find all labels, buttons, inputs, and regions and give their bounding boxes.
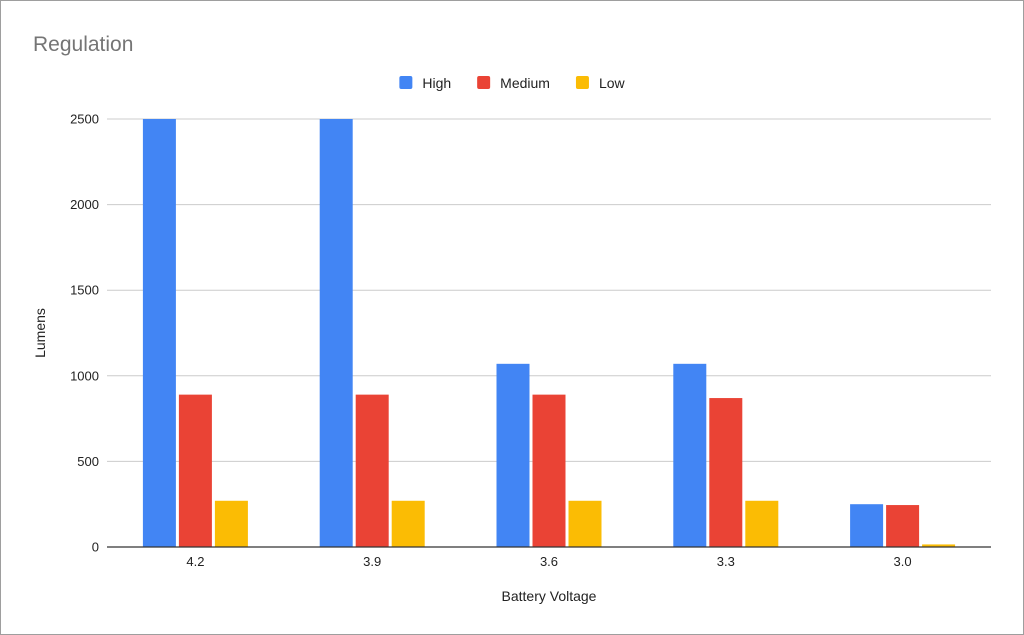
bars xyxy=(142,119,956,547)
y-tick-label: 2000 xyxy=(70,197,99,212)
gridlines xyxy=(107,118,991,462)
legend: High Medium Low xyxy=(399,75,626,91)
bar-low-3-3 xyxy=(745,500,779,547)
bar-high-3-3 xyxy=(673,363,707,547)
y-tick-label: 2500 xyxy=(70,112,99,127)
bar-low-3-9 xyxy=(391,500,425,547)
bar-low-4-2 xyxy=(214,500,248,547)
bar-medium-3-0 xyxy=(886,505,920,547)
bar-high-3-6 xyxy=(496,363,530,547)
x-tick-label: 4.2 xyxy=(186,554,204,569)
y-axis-ticks: 0 500 1000 1500 2000 2500 xyxy=(70,112,99,555)
chart-title: Regulation xyxy=(33,33,133,56)
x-axis-ticks: 4.2 3.9 3.6 3.3 3.0 xyxy=(186,554,911,569)
bar-medium-3-9 xyxy=(355,394,389,547)
legend-swatch xyxy=(575,76,589,89)
legend-swatch xyxy=(399,76,413,89)
legend-label: High xyxy=(422,75,451,91)
bar-medium-3-6 xyxy=(532,394,566,547)
legend-item-high: High xyxy=(399,75,451,91)
legend-label: Low xyxy=(599,75,626,91)
legend-label: Medium xyxy=(500,75,550,91)
bar-high-3-9 xyxy=(319,119,353,547)
y-tick-label: 1500 xyxy=(70,283,99,298)
bar-low-3-0 xyxy=(922,544,956,547)
y-tick-label: 0 xyxy=(92,540,99,555)
y-tick-label: 1000 xyxy=(70,368,99,383)
x-tick-label: 3.0 xyxy=(894,554,912,569)
bar-medium-3-3 xyxy=(709,398,743,547)
bar-low-3-6 xyxy=(568,500,602,547)
x-tick-label: 3.9 xyxy=(363,554,381,569)
x-tick-label: 3.3 xyxy=(717,554,735,569)
x-tick-label: 3.6 xyxy=(540,554,558,569)
y-axis-title: Lumens xyxy=(32,308,48,358)
legend-swatch xyxy=(477,76,491,89)
x-axis-title: Battery Voltage xyxy=(502,588,597,604)
y-tick-label: 500 xyxy=(77,454,99,469)
bar-high-4-2 xyxy=(142,119,176,547)
bar-high-3-0 xyxy=(850,504,884,547)
legend-item-low: Low xyxy=(575,75,626,91)
bar-medium-4-2 xyxy=(178,394,212,547)
legend-item-medium: Medium xyxy=(477,75,550,91)
